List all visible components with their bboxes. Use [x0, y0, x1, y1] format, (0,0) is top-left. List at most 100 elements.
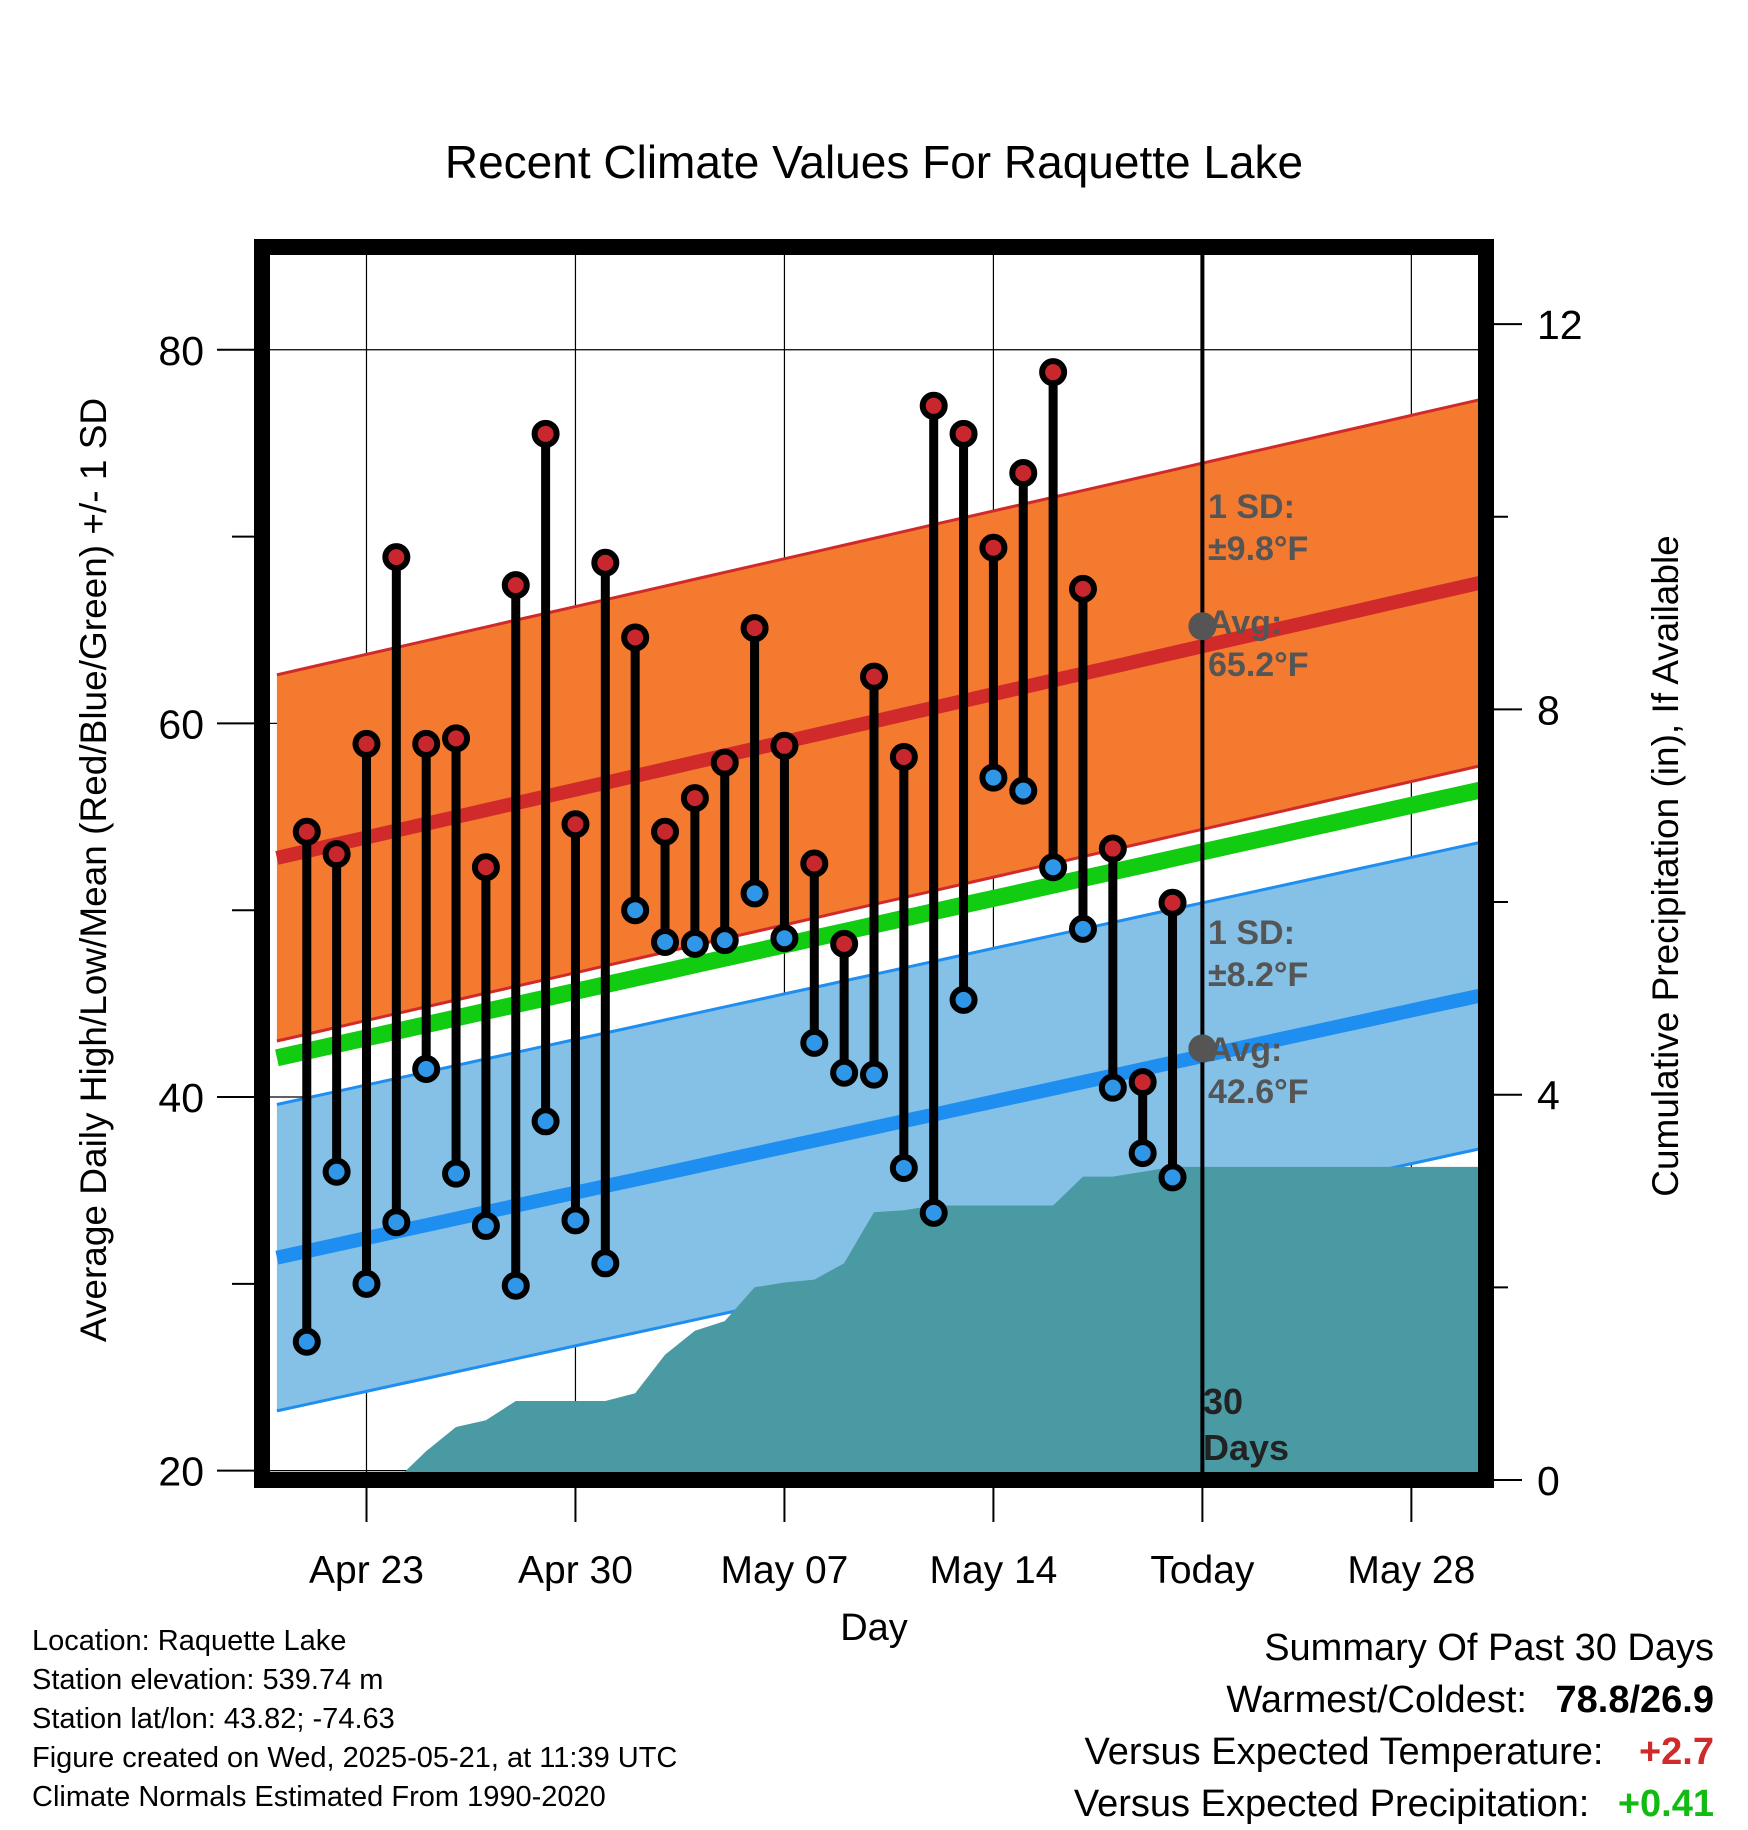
daily-high-point	[1098, 834, 1127, 863]
normal-high-upper-edge	[276, 396, 1487, 677]
x-tick-label: Today	[1150, 1549, 1255, 1592]
daily-low-point	[412, 1055, 441, 1083]
normal-mean-line	[275, 780, 1488, 1067]
normals-text: Climate Normals Estimated From 1990-2020	[32, 1781, 606, 1813]
latlon-text: Station lat/lon: 43.82; -74.63	[32, 1703, 395, 1735]
x-tick-label: May 14	[929, 1549, 1057, 1592]
x-tick-label: May 28	[1347, 1549, 1475, 1592]
daily-high-point	[352, 729, 381, 758]
normal-high-lower-edge	[276, 763, 1487, 1043]
high-sd-value: ±9.8°F	[1208, 530, 1308, 568]
y-right-tick-label: 4	[1537, 1073, 1560, 1119]
low-avg-value: 42.6°F	[1208, 1073, 1309, 1111]
y-right-tick-label: 8	[1537, 687, 1560, 733]
daily-low-point	[979, 763, 1008, 792]
low-sd-value: ±8.2°F	[1208, 956, 1308, 994]
daily-high-point	[770, 731, 799, 760]
avg-high-today-point	[1188, 612, 1217, 641]
days-count: 30	[1203, 1381, 1243, 1422]
x-tick-label: Apr 23	[309, 1549, 424, 1592]
axis-ticks: 20 40 60 80 0 4 8 12 Apr 23 Apr 30 May 07 May 14 Tod…	[158, 302, 1582, 1592]
daily-low-point	[442, 1159, 471, 1188]
daily-markers	[292, 358, 1187, 1356]
precip-delta-label: Versus Expected Precipitation:	[1073, 1783, 1590, 1825]
daily-high-point	[1158, 888, 1187, 917]
daily-low-point	[651, 927, 680, 956]
daily-high-point	[889, 743, 918, 772]
daily-high-point	[621, 623, 650, 652]
daily-low-point	[621, 896, 650, 925]
daily-high-point	[471, 853, 500, 882]
daily-low-point	[1158, 1163, 1187, 1192]
temp-delta-label: Versus Expected Temperature:	[1084, 1731, 1604, 1773]
daily-high-point	[561, 810, 590, 839]
daily-low-point	[770, 924, 799, 953]
daily-low-point	[292, 1327, 321, 1356]
normal-low-upper-edge	[276, 839, 1487, 1106]
y-right-tick-label: 12	[1537, 302, 1583, 348]
y-axis-right-label: Cumulative Precipitation (in), If Availa…	[1645, 535, 1686, 1197]
days-label: Days	[1203, 1427, 1289, 1468]
daily-high-point	[860, 662, 888, 691]
today-line-group	[1188, 247, 1217, 1480]
daily-low-point	[860, 1060, 888, 1089]
summary-warm-cold: Warmest/Coldest: 78.8/26.9	[1074, 1674, 1714, 1726]
daily-low-point	[1128, 1139, 1157, 1168]
plot-area	[262, 247, 1488, 1480]
y-left-tick-label: 60	[158, 701, 204, 747]
daily-high-point	[830, 929, 859, 958]
daily-high-point	[322, 840, 351, 869]
precip-delta-value: +0.41	[1617, 1783, 1714, 1825]
summary-temp: Versus Expected Temperature: +2.7	[1074, 1726, 1714, 1778]
low-sd-label: 1 SD:	[1208, 914, 1295, 952]
daily-low-point	[1039, 853, 1068, 882]
daily-low-point	[889, 1154, 918, 1183]
daily-low-point	[382, 1208, 411, 1237]
y-left-tick-label: 20	[158, 1449, 204, 1495]
annotation-days: 30 Days	[1203, 1381, 1289, 1468]
daily-high-point	[442, 724, 471, 753]
daily-high-point	[651, 817, 680, 846]
x-tick-label: May 07	[720, 1549, 848, 1592]
daily-low-point	[919, 1198, 948, 1227]
daily-high-point	[292, 817, 321, 846]
x-tick-label: Apr 30	[518, 1549, 633, 1592]
high-avg-label: Avg:	[1208, 604, 1282, 642]
chart-title: Recent Climate Values For Raquette Lake	[445, 136, 1303, 188]
daily-low-point	[471, 1211, 500, 1240]
summary-heading: Summary Of Past 30 Days	[1264, 1627, 1714, 1669]
elevation-text: Station elevation: 539.74 m	[32, 1664, 384, 1696]
avg-low-today-point	[1188, 1034, 1217, 1063]
normal-low-line	[275, 987, 1488, 1265]
daily-high-point	[949, 419, 978, 448]
daily-low-point	[531, 1107, 560, 1136]
low-avg-label: Avg:	[1208, 1031, 1282, 1069]
daily-high-point	[1068, 574, 1097, 603]
daily-low-point	[710, 926, 739, 955]
plot-frame	[254, 239, 1494, 1488]
daily-low-point	[830, 1058, 859, 1087]
high-sd-label: 1 SD:	[1208, 488, 1295, 526]
cumulative-precip-area	[276, 1166, 1486, 1480]
created-text: Figure created on Wed, 2025-05-21, at 11…	[32, 1742, 678, 1774]
precip-area	[276, 1166, 1486, 1480]
daily-low-point	[1068, 914, 1097, 943]
temp-delta-value: +2.7	[1638, 1731, 1714, 1773]
summary-panel: Summary Of Past 30 Days Warmest/Coldest:…	[1074, 1622, 1714, 1830]
summary-precip: Versus Expected Precipitation: +0.41	[1074, 1778, 1714, 1830]
y-left-tick-label: 40	[158, 1075, 204, 1121]
daily-range-bars	[302, 372, 1178, 1342]
y-left-tick-label: 80	[158, 328, 204, 374]
daily-high-point	[919, 391, 948, 420]
daily-high-point	[382, 543, 411, 572]
daily-low-point	[740, 879, 769, 908]
daily-low-point	[591, 1249, 620, 1278]
location-text: Location: Raquette Lake	[32, 1625, 347, 1657]
daily-high-point	[1039, 358, 1068, 387]
daily-low-point	[1098, 1073, 1127, 1102]
daily-low-point	[1009, 776, 1038, 805]
daily-low-point	[501, 1271, 530, 1300]
high-avg-value: 65.2°F	[1208, 646, 1309, 684]
warm-cold-label: Warmest/Coldest:	[1226, 1679, 1527, 1721]
